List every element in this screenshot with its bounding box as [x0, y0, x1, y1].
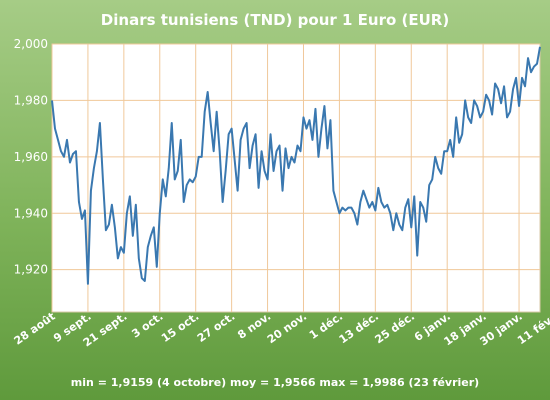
grid	[51, 43, 540, 312]
y-tick-label: 1,940	[14, 206, 48, 220]
x-tick-label: 13 déc.	[337, 310, 381, 347]
x-tick-label: 20 nov.	[265, 310, 309, 346]
x-tick-label: 28 août	[12, 310, 58, 348]
stats-summary: min = 1,9159 (4 octobre) moy = 1,9566 ma…	[71, 376, 479, 389]
y-tick-label: 1,980	[14, 93, 48, 107]
y-tick-label: 1,960	[14, 150, 48, 164]
y-axis-ticks: 1,920 1,940 1,960 1,980 2,000	[14, 37, 48, 277]
series-group	[51, 46, 541, 285]
y-tick-label: 1,920	[14, 263, 48, 277]
y-tick-label: 2,000	[14, 37, 48, 51]
x-tick-label: 25 déc.	[373, 310, 417, 347]
x-tick-label: 15 oct.	[159, 310, 201, 345]
x-tick-label: 27 oct.	[195, 310, 237, 345]
chart-title: Dinars tunisiens (TND) pour 1 Euro (EUR)	[101, 11, 449, 29]
plot-area	[51, 43, 541, 313]
series-line-tnd-eur	[51, 46, 541, 285]
